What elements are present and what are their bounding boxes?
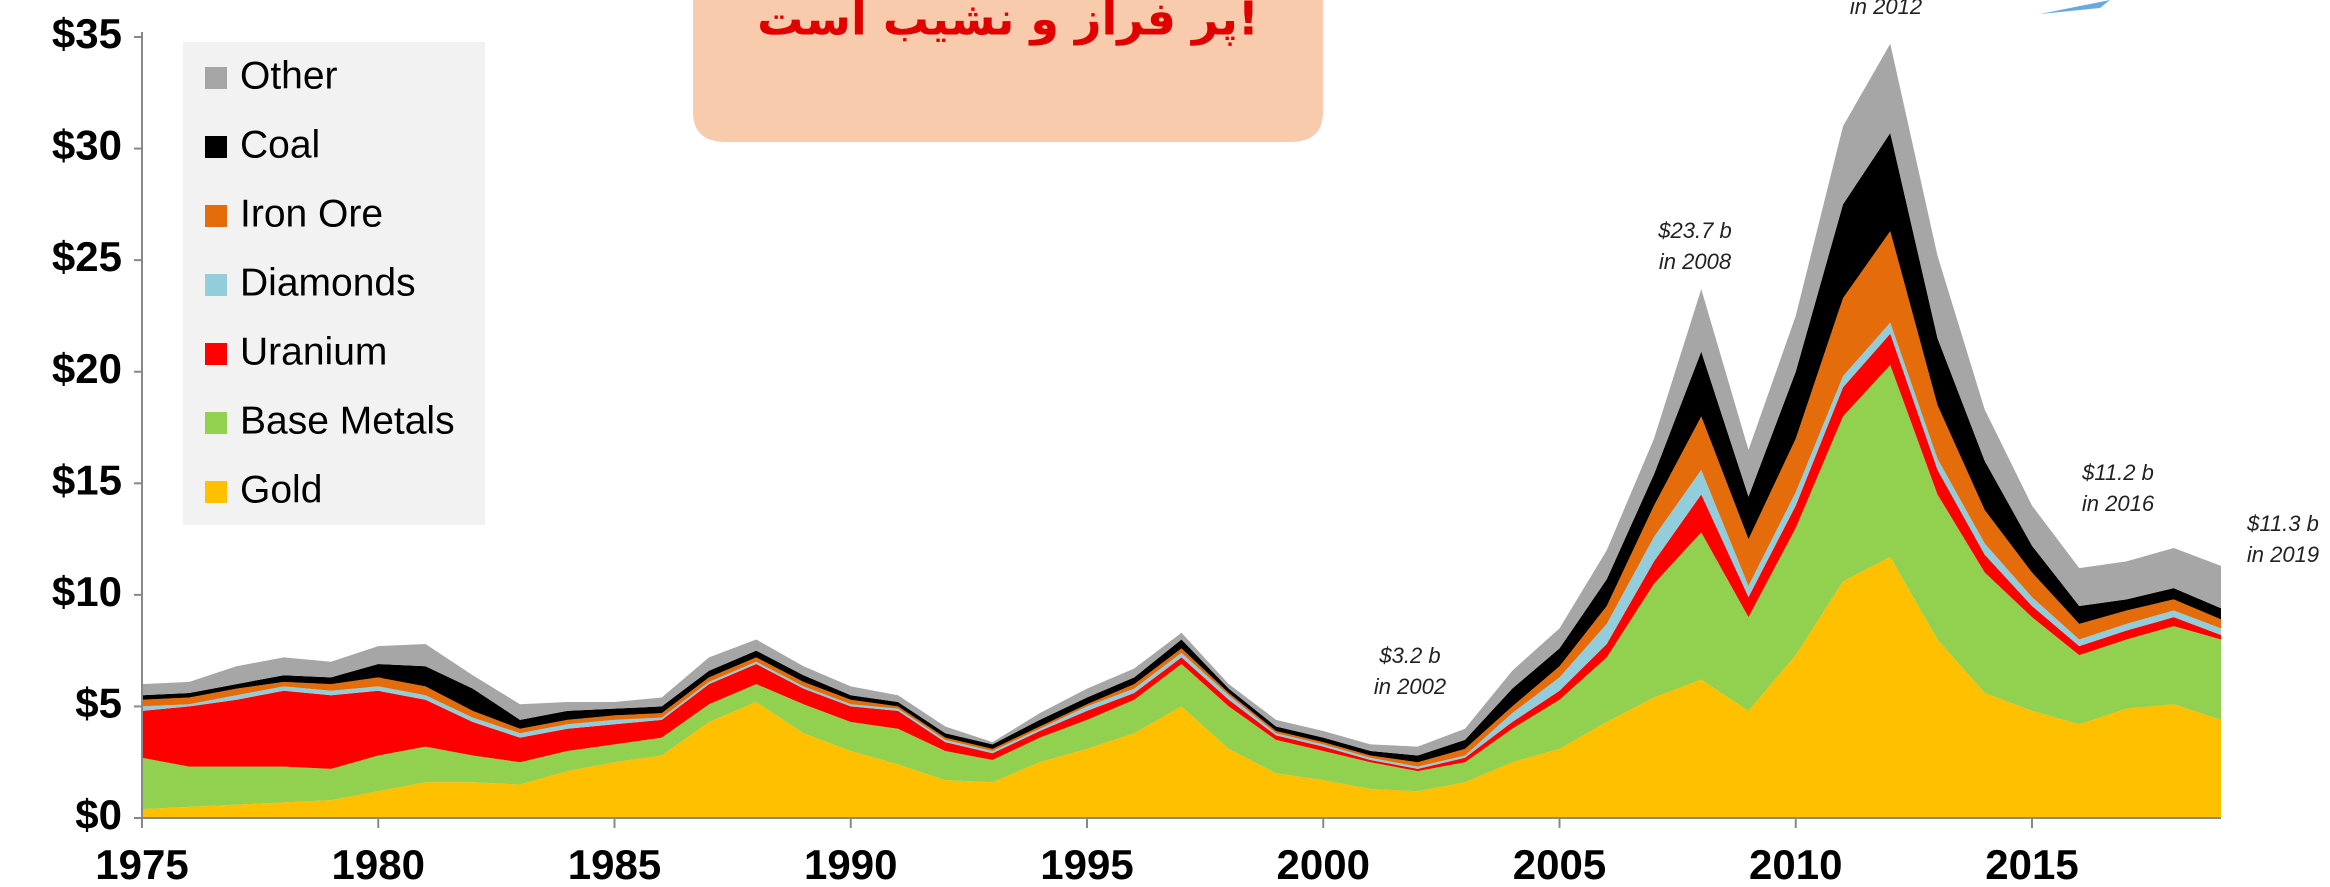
- x-tick-label: 1980: [332, 841, 425, 887]
- y-tick-label: $30: [52, 122, 122, 169]
- legend-swatch: [205, 136, 227, 158]
- y-tick-label: $25: [52, 233, 122, 280]
- x-tick-label: 1995: [1040, 841, 1133, 887]
- area: [142, 365, 2221, 810]
- annotation: in 2019: [2247, 542, 2319, 567]
- banner-text: پر فراز و نشیب است!: [757, 0, 1259, 47]
- y-tick-label: $15: [52, 456, 122, 503]
- legend-swatch: [205, 412, 227, 434]
- annotation: $3.2 b: [1378, 643, 1440, 668]
- legend-label: Gold: [240, 468, 322, 511]
- x-tick-label: 2010: [1749, 841, 1842, 887]
- legend-box: [183, 42, 485, 525]
- banner-box: [693, 0, 1323, 142]
- legend-label: Diamonds: [240, 261, 416, 304]
- legend-label: Base Metals: [240, 399, 455, 442]
- area: [142, 556, 2221, 818]
- annotation: in 2016: [2082, 491, 2155, 516]
- y-tick-label: $35: [52, 10, 122, 57]
- arrow: [2040, 0, 2110, 14]
- annotation: $11.2 b: [2081, 460, 2154, 485]
- legend-swatch: [205, 274, 227, 296]
- legend-label: Iron Ore: [240, 192, 383, 235]
- x-tick-label: 1975: [95, 841, 188, 887]
- x-tick-label: 2000: [1277, 841, 1370, 887]
- legend-label: Coal: [240, 123, 320, 166]
- legend-label: Other: [240, 54, 338, 97]
- annotation: in 2002: [1374, 674, 1446, 699]
- annotation: $11.3 b: [2246, 511, 2319, 536]
- area: [142, 333, 2221, 772]
- legend-swatch: [205, 481, 227, 503]
- x-tick-label: 1990: [804, 841, 897, 887]
- legend-swatch: [205, 205, 227, 227]
- y-tick-label: $20: [52, 345, 122, 392]
- x-tick-label: 2015: [1985, 841, 2078, 887]
- x-tick-label: 1985: [568, 841, 661, 887]
- y-tick-label: $10: [52, 568, 122, 615]
- y-tick-label: $5: [75, 680, 122, 727]
- y-tick-label: $0: [75, 791, 122, 838]
- annotation: $23.7 b: [1657, 218, 1731, 243]
- annotation: in 2012: [1850, 0, 1922, 19]
- legend-label: Uranium: [240, 330, 387, 373]
- legend-swatch: [205, 67, 227, 89]
- x-tick-label: 2005: [1513, 841, 1606, 887]
- annotation: in 2008: [1659, 249, 1732, 274]
- legend-swatch: [205, 343, 227, 365]
